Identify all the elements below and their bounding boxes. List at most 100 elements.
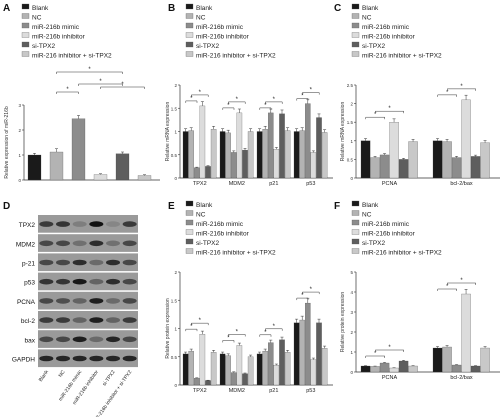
significance-marker: * (227, 335, 230, 341)
blot-band (39, 336, 54, 343)
legend-swatch (351, 51, 360, 57)
protein-label: bcl-2 (21, 318, 35, 325)
significance-marker: * (301, 94, 304, 100)
bar (442, 141, 452, 179)
legend-label: si-TPX2 (196, 240, 220, 247)
legend-swatch (185, 238, 194, 245)
y-axis-label: Relative mRNA expression (165, 102, 171, 162)
legend-label: si-TPX2 (362, 43, 386, 50)
y-tick-label: 0 (350, 176, 353, 181)
x-tick-label: TPX2 (193, 181, 207, 187)
protein-label: p-21 (22, 261, 35, 268)
legend-swatch (351, 248, 360, 254)
blot-band (56, 355, 70, 362)
legend-label: si-TPX2 (32, 43, 56, 50)
blot-band (122, 278, 137, 285)
legend-swatch (21, 22, 30, 29)
legend-swatch (351, 229, 360, 235)
panel-a: Blank NC miR-216b mimic miR-216b inhibitor s… (4, 3, 160, 183)
bar (293, 322, 300, 386)
x-tick-label: p21 (269, 388, 278, 394)
bar (219, 131, 226, 179)
bar (360, 140, 371, 179)
bar (370, 157, 380, 179)
protein-label: TPX2 (19, 222, 36, 229)
bar (188, 130, 194, 179)
y-tick-label: 0.5 (171, 355, 178, 360)
legend-swatch (21, 41, 30, 48)
legend-swatch (351, 210, 360, 216)
blot-band (89, 336, 104, 343)
bar (247, 356, 254, 386)
bar (279, 339, 285, 386)
blot-band (39, 355, 54, 362)
y-tick-label: 2 (350, 102, 353, 107)
blot-strip (38, 253, 138, 272)
x-tick-label: PCNA (382, 181, 398, 187)
bar (389, 122, 399, 179)
y-tick-label: 1 (350, 139, 353, 144)
significance-marker: * (99, 79, 102, 85)
bar (461, 99, 471, 179)
panel-letter-c: C (334, 3, 341, 14)
protein-label: p53 (24, 280, 35, 287)
blot-band (106, 278, 120, 285)
legend-label: Blank (196, 5, 213, 12)
bar (310, 152, 317, 179)
bar (231, 372, 237, 386)
x-tick-label: p53 (306, 181, 315, 187)
legend-swatch (21, 3, 30, 10)
panel-letter-f: F (334, 201, 340, 212)
blot-strip (38, 330, 138, 348)
bar (480, 347, 490, 373)
blot-band (106, 336, 120, 343)
bar (432, 140, 443, 179)
legend-swatch (351, 3, 360, 10)
bar (284, 352, 291, 386)
x-tick-label: p53 (306, 388, 315, 394)
significance-marker: * (310, 287, 313, 293)
blot-band (72, 278, 87, 285)
bar (442, 346, 452, 373)
bar (231, 152, 237, 179)
legend-swatch (351, 200, 360, 207)
legend-label: miR-216b inhibitor (362, 34, 416, 41)
blot-band (89, 240, 104, 247)
bar (247, 131, 254, 179)
bar (379, 154, 390, 179)
significance-marker: * (460, 278, 463, 284)
legend-swatch (185, 210, 194, 216)
panel-letter-d: D (3, 201, 10, 212)
legend-swatch (185, 22, 194, 29)
legend-swatch (351, 238, 360, 245)
lane-label: Blank (38, 369, 50, 383)
bar (310, 359, 317, 386)
blot-strip (38, 291, 138, 310)
bar (205, 166, 211, 179)
bar (49, 151, 64, 181)
legend-swatch (21, 51, 30, 57)
legend-label: NC (32, 15, 42, 22)
bar (451, 364, 462, 373)
blot-band (89, 317, 104, 323)
blot-band (89, 298, 104, 304)
bar (236, 345, 243, 386)
legend-label: miR-216b mimic (362, 221, 410, 228)
legend-label: Blank (362, 202, 379, 209)
blot-band (39, 221, 54, 227)
legend-swatch (185, 248, 194, 254)
y-tick-label: 2.5 (347, 83, 354, 88)
significance-marker: * (273, 97, 276, 103)
bar (137, 175, 152, 181)
lane-label: si-TPX2 (102, 369, 117, 387)
significance-marker: * (121, 82, 124, 88)
y-tick-label: 0 (350, 370, 353, 375)
legend-swatch (21, 32, 30, 38)
blot-band (89, 221, 104, 227)
legend-swatch (351, 13, 360, 19)
y-tick-label: 2 (174, 270, 177, 275)
significance-marker: * (264, 330, 267, 336)
significance-marker: * (388, 345, 391, 351)
bar (273, 149, 280, 179)
y-tick-label: 0 (174, 176, 177, 181)
